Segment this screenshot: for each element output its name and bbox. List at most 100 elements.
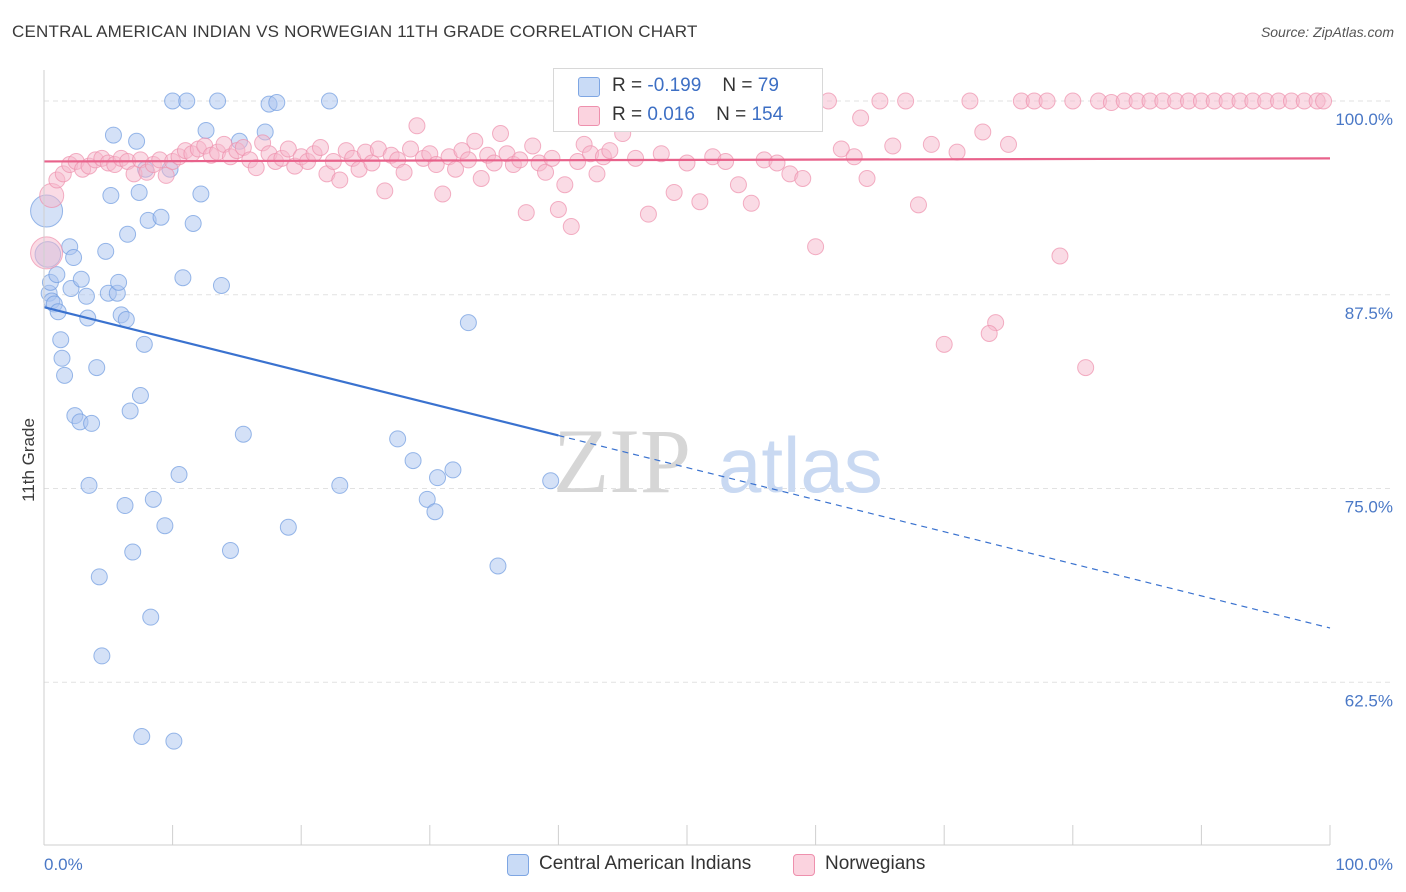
n-value-pink: 154: [751, 104, 784, 125]
data-point: [961, 92, 979, 110]
data-point: [562, 218, 580, 236]
x-tick-label-min: 0.0%: [44, 855, 83, 874]
swatch-pink: [578, 106, 600, 126]
data-point: [56, 366, 74, 384]
trend-line-dashed: [558, 434, 1331, 629]
data-point: [320, 92, 338, 110]
data-point: [104, 126, 122, 144]
data-point: [130, 183, 148, 201]
data-point: [556, 176, 574, 194]
r-label: R =: [612, 75, 643, 96]
n-label: N =: [716, 104, 747, 125]
r-label: R =: [612, 104, 643, 125]
data-point: [652, 145, 670, 163]
data-point: [639, 205, 657, 223]
data-point: [429, 469, 447, 487]
y-tick-label: 87.5%: [1345, 304, 1393, 323]
data-point: [569, 152, 587, 170]
data-point: [884, 137, 902, 155]
data-point: [517, 204, 535, 222]
legend-label: Central American Indians: [539, 853, 752, 874]
data-point: [157, 166, 175, 184]
data-point: [418, 490, 436, 508]
data-point: [404, 452, 422, 470]
data-point: [1038, 92, 1056, 110]
data-point: [1315, 92, 1333, 110]
series-central-american-indians: [30, 92, 560, 750]
data-point: [178, 92, 196, 110]
legend-label: Norwegians: [825, 853, 926, 874]
data-point: [53, 349, 71, 367]
data-point: [485, 154, 503, 172]
data-point: [80, 476, 98, 494]
legend-swatch-pink: [793, 854, 815, 876]
data-point: [142, 608, 160, 626]
data-point: [48, 266, 66, 284]
data-point: [170, 466, 188, 484]
data-point: [117, 311, 135, 329]
trend-lines: [43, 157, 1331, 629]
data-point: [729, 176, 747, 194]
data-point: [472, 170, 490, 187]
data-point: [152, 208, 170, 226]
data-point: [311, 139, 329, 156]
data-point: [627, 149, 645, 167]
data-point: [376, 182, 394, 200]
stats-row-blue: R = -0.199 N = 79: [554, 71, 822, 101]
data-point: [116, 497, 134, 515]
data-point: [110, 273, 128, 291]
r-value-pink: 0.016: [647, 104, 695, 125]
data-point: [192, 185, 210, 203]
data-point: [90, 568, 108, 586]
data-point: [974, 123, 992, 141]
data-point: [524, 137, 542, 155]
data-point: [426, 503, 444, 521]
data-point: [444, 461, 462, 479]
data-point: [184, 214, 202, 232]
source-label: Source: ZipAtlas.com: [1260, 24, 1394, 40]
data-point: [389, 430, 407, 448]
y-tick-label: 62.5%: [1345, 691, 1393, 710]
data-point: [52, 331, 70, 349]
y-tick-label: 100.0%: [1335, 110, 1393, 129]
data-point: [717, 152, 735, 170]
data-point: [97, 242, 115, 260]
data-point: [408, 117, 426, 135]
stats-row-pink: R = 0.016 N = 154: [554, 100, 822, 130]
data-point: [144, 490, 162, 508]
data-point: [131, 387, 149, 404]
axes: 62.5% 75.0% 87.5% 100.0% 0.0% 100.0%: [43, 70, 1393, 874]
gridlines: [44, 100, 1392, 683]
data-point: [65, 249, 83, 267]
stats-legend: R = -0.199 N = 79 R = 0.016 N = 154: [553, 68, 823, 132]
data-point: [691, 193, 709, 211]
watermark-zip: ZIP: [553, 410, 691, 512]
x-tick-label-max: 100.0%: [1335, 855, 1393, 874]
trend-line-solid: [43, 157, 1331, 163]
data-point: [858, 170, 876, 187]
data-point: [434, 185, 452, 203]
data-point: [1000, 135, 1017, 153]
data-point: [121, 402, 139, 420]
data-point: [1077, 359, 1095, 377]
data-point: [678, 154, 696, 172]
data-point: [1064, 92, 1082, 110]
data-point: [331, 476, 349, 494]
data-point: [549, 201, 567, 218]
data-point: [119, 225, 137, 243]
trend-line-solid: [43, 306, 559, 437]
data-point: [489, 557, 507, 575]
data-point: [197, 121, 215, 139]
data-point: [268, 94, 286, 112]
data-point: [135, 335, 153, 353]
data-point: [588, 165, 606, 183]
n-label: N =: [722, 75, 753, 96]
data-point: [742, 194, 760, 212]
y-axis-label: 11th Grade: [19, 418, 38, 502]
data-point: [363, 154, 381, 172]
data-point: [279, 140, 297, 158]
data-point: [395, 163, 413, 181]
y-tick-label: 75.0%: [1345, 498, 1393, 517]
swatch-blue: [578, 77, 600, 97]
